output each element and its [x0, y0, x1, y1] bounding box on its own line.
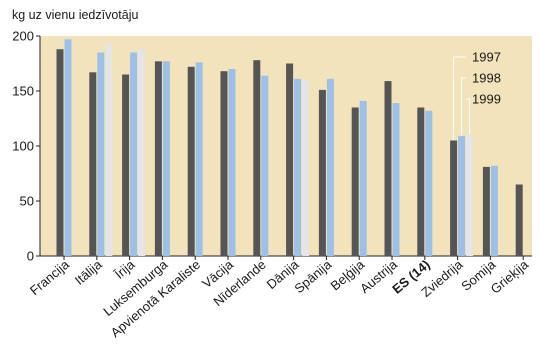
bar-1999	[138, 49, 146, 257]
y-tick-label: 0	[27, 249, 34, 264]
bar-1997	[122, 74, 130, 256]
legend-leader-line	[466, 98, 471, 134]
bar-1998	[195, 62, 203, 257]
bar-1997	[187, 66, 195, 256]
bar-1997	[351, 107, 359, 256]
legend-label: 1998	[472, 71, 501, 86]
bar-1997	[384, 81, 392, 256]
bar-1997	[515, 184, 523, 256]
bar-1998	[458, 136, 466, 256]
bar-1998	[228, 69, 236, 256]
bar-1997	[253, 60, 261, 257]
bar-1999	[466, 135, 474, 256]
bar-1997	[450, 140, 458, 256]
y-tick-label: 100	[12, 139, 34, 154]
bar-1997	[56, 49, 64, 257]
bar-1997	[220, 71, 228, 256]
plot-background	[40, 36, 532, 256]
bar-1998	[490, 165, 498, 256]
x-tick-label: Spānija	[291, 256, 334, 296]
bar-1998	[64, 39, 72, 256]
legend-label: 1997	[472, 50, 501, 65]
bar-1998	[294, 78, 302, 257]
bar-1998	[130, 52, 138, 256]
legend-leader-line	[453, 56, 466, 140]
bar-1997	[286, 63, 294, 256]
y-tick-label: 200	[12, 29, 34, 44]
legend-label: 1999	[472, 92, 501, 107]
bar-1999	[302, 80, 310, 256]
bar-1998	[261, 75, 269, 256]
x-tick-label: Itālija	[72, 256, 105, 287]
legend-leader-line	[461, 77, 466, 136]
bar-1998	[97, 52, 105, 256]
bar-1998	[162, 61, 170, 256]
bar-1998	[326, 78, 334, 257]
bar-1997	[482, 166, 490, 256]
y-tick-label: 150	[12, 84, 34, 99]
bar-1997	[417, 107, 425, 256]
bar-1997	[89, 72, 97, 256]
bar-1997	[154, 61, 162, 256]
y-axis-title: kg uz vienu iedzīvotāju	[12, 8, 139, 22]
bar-1998	[359, 100, 367, 257]
bar-1997	[318, 89, 326, 257]
x-tick-label: Grieķija	[488, 256, 532, 296]
bar-1998	[392, 103, 400, 256]
y-tick-label: 50	[20, 194, 34, 209]
bar-1998	[425, 110, 433, 256]
bar-1999	[105, 43, 113, 257]
